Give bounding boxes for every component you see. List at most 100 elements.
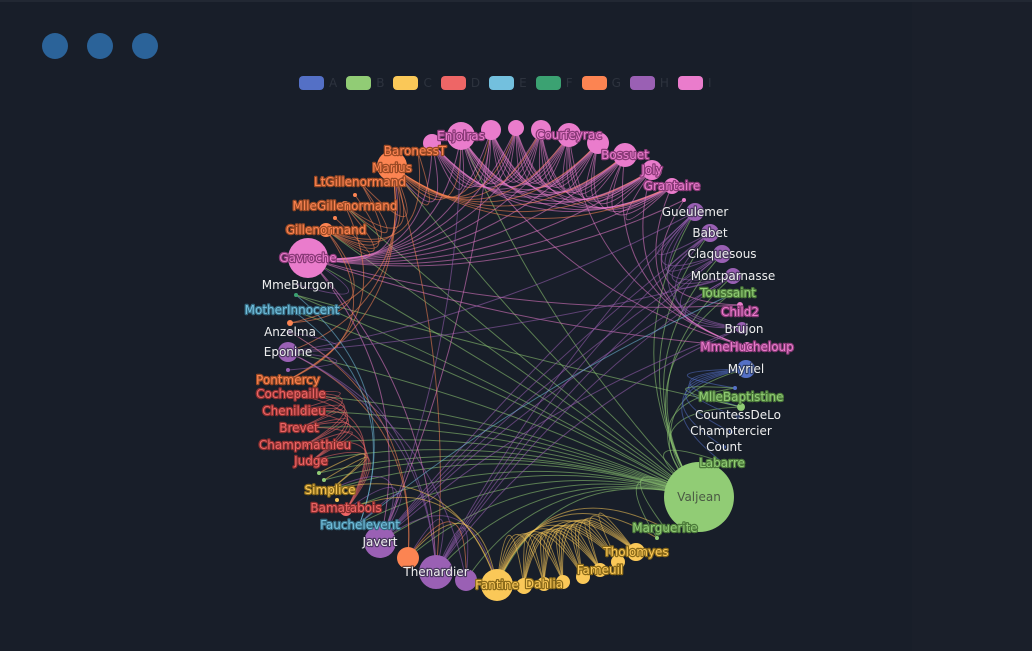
legend-item-i[interactable]: I [677,76,711,90]
graph-node-simplice[interactable] [328,488,332,492]
legend-item-f[interactable]: F [535,76,573,90]
graph-node-gueulemer[interactable] [686,203,704,221]
graph-node-brevet[interactable] [297,426,301,430]
graph-node[interactable] [655,536,659,540]
graph-node-ltgillenormand[interactable] [358,180,362,184]
graph-node-countessdelo[interactable] [736,415,740,419]
graph-node-javert[interactable] [364,526,396,558]
graph-node[interactable] [587,132,609,154]
graph-node[interactable] [455,569,477,591]
graph-edge [391,142,439,203]
graph-node-valjean[interactable] [664,462,734,532]
graph-node[interactable] [682,198,686,202]
graph-edge [460,135,626,196]
graph-node-mllegillenormand[interactable] [340,201,350,211]
node-label: Champmathieu [259,438,351,452]
graph-node[interactable] [322,478,326,482]
graph-node[interactable] [333,216,337,220]
graph-node-bamatabois[interactable] [340,504,352,516]
graph-node-brujon[interactable] [736,322,748,334]
graph-node-gavroche[interactable] [288,238,328,278]
graph-node-mmeburgon[interactable] [296,283,300,287]
graph-edge [674,232,743,329]
graph-node[interactable] [335,498,339,502]
graph-node-claquesous[interactable] [713,245,731,263]
graph-node-eponine[interactable] [278,342,298,362]
node-label: Marius [372,161,412,175]
graph-node-child2[interactable] [737,302,743,308]
graph-node-bossuet[interactable] [613,143,637,167]
graph-node[interactable] [397,547,419,569]
graph-node[interactable] [286,368,290,372]
graph-node-chenildieu[interactable] [292,409,296,413]
legend-item-g[interactable]: G [581,76,621,90]
graph-node-babet[interactable] [701,224,719,242]
graph-node-fantine[interactable] [481,569,513,601]
graph-node[interactable] [611,555,625,569]
legend-item-c[interactable]: C [393,76,432,90]
graph-node[interactable] [516,578,532,594]
graph-node-tholomyes[interactable] [627,543,645,561]
graph-node[interactable] [294,293,298,297]
legend-item-d[interactable]: D [440,76,480,90]
graph-edge [611,154,673,216]
graph-node-fameuil[interactable] [593,563,607,577]
graph-node-marguerite[interactable] [663,526,667,530]
graph-node-fauchelevent[interactable] [358,521,362,525]
graph-node[interactable] [508,120,524,136]
graph-node-toussaint[interactable] [726,294,730,298]
legend-item-a[interactable]: A [299,76,337,90]
graph-edge [676,253,734,289]
graph-edge [307,257,748,348]
legend-item-e[interactable]: E [489,76,527,90]
graph-node-cochepaille[interactable] [289,392,293,396]
graph-edge [345,486,398,543]
node-label: Gillenormand [286,223,367,237]
graph-node[interactable] [556,575,570,589]
graph-node[interactable] [576,570,590,584]
graph-node-grantaire[interactable] [664,178,680,194]
legend-item-b[interactable]: B [346,76,384,90]
graph-edge [307,199,685,267]
graph-node-count[interactable] [722,445,726,449]
node-label: Cochepaille [256,387,326,401]
graph-edge [287,275,734,353]
graph-node-mllebaptistine[interactable] [737,403,745,411]
graph-node-baronesst[interactable] [416,150,420,154]
graph-node-courfeyrac[interactable] [557,123,581,147]
node-label: Eponine [264,345,312,359]
graph-node-mmehucheloup[interactable] [742,342,752,352]
graph-node-dahlia[interactable] [537,577,551,591]
graph-edge [379,211,696,543]
graph-node-champmathieu[interactable] [303,443,307,447]
graph-node-montparnasse[interactable] [725,268,741,284]
graph-node-myriel[interactable] [737,360,755,378]
graph-node-motherinnocent[interactable] [290,308,294,312]
graph-node-anzelma[interactable] [288,330,292,334]
graph-node[interactable] [287,320,293,326]
window-dot-2[interactable] [87,33,113,59]
graph-node[interactable] [481,120,501,140]
graph-node-marius[interactable] [377,151,407,181]
graph-edge [515,127,570,184]
graph-node[interactable] [353,193,357,197]
node-label: Count [706,440,742,454]
graph-node-labarre[interactable] [720,460,724,464]
graph-node[interactable] [423,134,441,152]
graph-node[interactable] [733,386,737,390]
legend-item-h[interactable]: H [629,76,669,90]
graph-node-pontmercy[interactable] [286,378,290,382]
graph-node[interactable] [317,471,321,475]
graph-edge [298,426,368,511]
window-dot-1[interactable] [42,33,68,59]
graph-node-gillenormand[interactable] [319,223,333,237]
graph-node[interactable] [531,120,551,140]
graph-node-thenardier[interactable] [419,555,453,589]
graph-node-joly[interactable] [642,160,662,180]
graph-node-judge[interactable] [309,459,313,463]
graph-edge [293,410,367,511]
graph-edge [588,515,637,571]
window-dot-3[interactable] [132,33,158,59]
graph-node-champtercier[interactable] [729,430,733,434]
graph-node-enjolras[interactable] [447,122,475,150]
